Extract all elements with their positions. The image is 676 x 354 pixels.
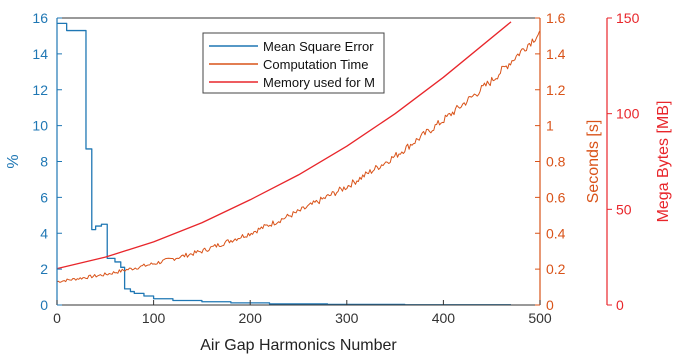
right1-axis-label: Seconds [s] xyxy=(585,120,602,204)
left-tick-label: 10 xyxy=(32,118,48,134)
right2-tick-label: 0 xyxy=(616,297,624,313)
right1-tick-label: 0.4 xyxy=(546,225,566,241)
right2-tick-label: 100 xyxy=(616,106,640,122)
left-tick-label: 6 xyxy=(40,189,48,205)
right1-tick-label: 1.2 xyxy=(546,82,566,98)
right1-tick-label: 1.4 xyxy=(546,46,566,62)
left-tick-label: 12 xyxy=(32,82,48,98)
right1-tick-label: 0.8 xyxy=(546,154,566,170)
left-tick-label: 14 xyxy=(32,46,48,62)
legend-entry-0: Mean Square Error xyxy=(263,39,374,54)
left-tick-label: 0 xyxy=(40,297,48,313)
left-tick-label: 16 xyxy=(32,10,48,26)
legend: Mean Square Error Computation Time Memory … xyxy=(202,32,385,94)
right2-tick-label: 50 xyxy=(616,201,632,217)
left-tick-label: 2 xyxy=(40,261,48,277)
right1-tick-label: 0.6 xyxy=(546,189,566,205)
x-tick-label: 500 xyxy=(528,310,552,326)
right1-tick-label: 0.2 xyxy=(546,261,566,277)
series-line-2 xyxy=(56,21,512,270)
right1-tick-label: 1 xyxy=(546,118,554,134)
x-tick-label: 0 xyxy=(53,310,61,326)
legend-entry-1: Computation Time xyxy=(263,57,369,72)
left-tick-label: 8 xyxy=(40,154,48,170)
legend-box xyxy=(202,32,385,94)
x-tick-label: 300 xyxy=(335,310,359,326)
x-tick-label: 400 xyxy=(432,310,456,326)
right2-axis-label: Mega Bytes [MB] xyxy=(655,101,672,223)
right1-tick-label: 0 xyxy=(546,297,554,313)
left-axis-label: % xyxy=(5,154,22,168)
right2-tick-label: 150 xyxy=(616,10,640,26)
x-axis-label: Air Gap Harmonics Number xyxy=(200,337,397,354)
x-tick-label: 100 xyxy=(142,310,166,326)
x-tick-label: 200 xyxy=(239,310,263,326)
right1-tick-label: 1.6 xyxy=(546,10,566,26)
series-line-1 xyxy=(56,31,540,283)
legend-entry-2: Memory used for M xyxy=(263,75,375,90)
left-tick-label: 4 xyxy=(40,225,48,241)
